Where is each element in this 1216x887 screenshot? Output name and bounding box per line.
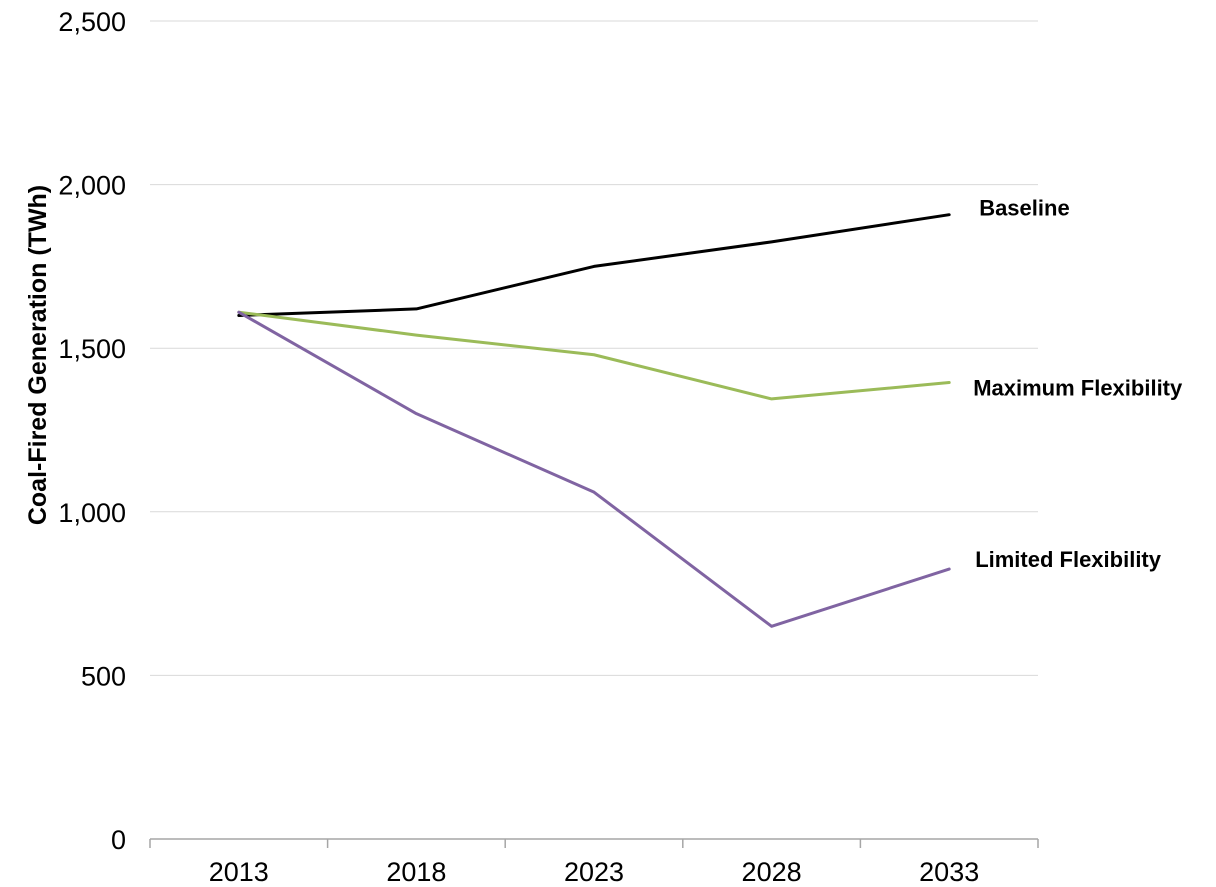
y-tick-label: 1,500 [58,334,126,364]
y-tick-label: 2,000 [58,171,126,201]
series-line-baseline [237,213,951,317]
y-axis-ticks: 0 500 1,000 1,500 2,000 2,500 [58,7,126,855]
x-axis: 2013 2018 2023 2028 2033 [149,838,1039,887]
gridlines [150,20,1038,676]
x-tick-label: 2028 [742,857,802,887]
y-axis-title: Coal-Fired Generation (TWh) [24,185,52,525]
y-tick-label: 500 [81,661,126,691]
y-tick-label: 0 [111,825,126,855]
x-tick-label: 2013 [209,857,269,887]
series-labels: Baseline Maximum Flexibility Limited Flexi… [973,196,1183,572]
y-tick-label: 2,500 [58,7,126,37]
series-label: Baseline [979,196,1069,221]
x-tick-label: 2023 [564,857,624,887]
x-tick-label: 2033 [919,857,979,887]
series-lines [237,213,951,628]
x-tick-label: 2018 [386,857,446,887]
series-line-limited-flexibility [237,310,951,628]
series-label: Maximum Flexibility [973,376,1183,401]
series-line-maximum-flexibility [237,310,951,401]
series-label: Limited Flexibility [975,547,1162,572]
y-tick-label: 1,000 [58,498,126,528]
